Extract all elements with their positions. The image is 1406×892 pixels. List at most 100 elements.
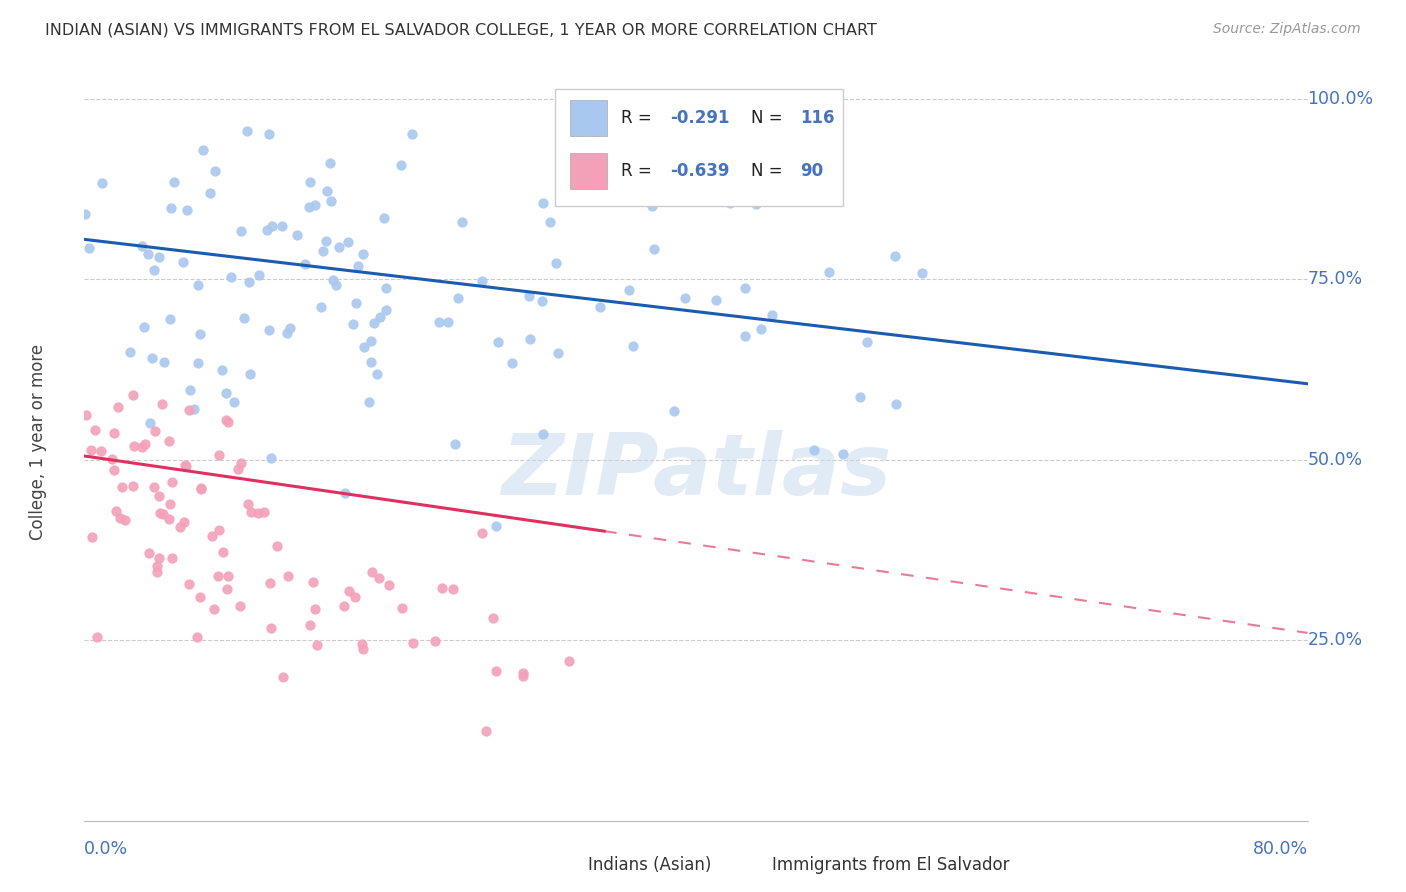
Text: R =: R =	[621, 161, 658, 180]
Point	[160, 551, 183, 566]
Point	[141, 351, 163, 365]
Point	[512, 666, 534, 681]
Point	[482, 611, 505, 625]
Point	[277, 569, 299, 583]
Point	[375, 281, 398, 295]
Point	[239, 505, 262, 519]
Point	[357, 394, 380, 409]
Point	[145, 558, 167, 573]
Point	[441, 582, 464, 596]
Point	[188, 326, 211, 341]
Point	[174, 458, 197, 472]
Point	[344, 590, 367, 604]
Point	[734, 280, 756, 294]
Point	[239, 368, 262, 382]
Text: 25.0%: 25.0%	[1308, 632, 1362, 649]
Point	[191, 143, 214, 157]
Point	[402, 636, 425, 650]
Point	[531, 294, 554, 309]
Point	[186, 630, 208, 644]
Point	[333, 599, 356, 613]
Text: ZIPatlas: ZIPatlas	[501, 430, 891, 514]
Point	[664, 404, 686, 418]
Point	[131, 239, 153, 253]
Point	[217, 415, 239, 429]
Point	[253, 505, 276, 519]
Text: 80.0%: 80.0%	[1253, 839, 1308, 857]
Bar	[569, 100, 606, 136]
Point	[121, 478, 143, 492]
Point	[643, 243, 665, 257]
Point	[179, 383, 201, 397]
Point	[122, 388, 145, 402]
Point	[131, 440, 153, 454]
Point	[190, 483, 212, 497]
Bar	[550, 854, 579, 876]
Text: Indians (Asian): Indians (Asian)	[588, 855, 711, 873]
Text: R =: R =	[621, 109, 658, 127]
Point	[368, 310, 391, 324]
Point	[501, 356, 523, 370]
Point	[557, 654, 579, 668]
Point	[247, 268, 270, 282]
Point	[229, 457, 252, 471]
Point	[391, 601, 413, 615]
Point	[103, 425, 125, 440]
Point	[531, 195, 554, 210]
Point	[718, 195, 741, 210]
Point	[344, 295, 367, 310]
Point	[152, 507, 174, 521]
Point	[229, 599, 252, 613]
Point	[517, 289, 540, 303]
Point	[761, 308, 783, 322]
Point	[484, 664, 506, 678]
Point	[436, 315, 458, 329]
Point	[621, 338, 644, 352]
Point	[215, 385, 238, 400]
Bar	[733, 854, 763, 876]
Point	[342, 318, 364, 332]
Text: Immigrants from El Salvador: Immigrants from El Salvador	[772, 855, 1010, 873]
Point	[307, 639, 329, 653]
Point	[138, 546, 160, 560]
Point	[143, 263, 166, 277]
Point	[734, 328, 756, 343]
Point	[368, 571, 391, 585]
Point	[215, 582, 238, 597]
Point	[86, 630, 108, 644]
Point	[217, 569, 239, 583]
Point	[304, 197, 326, 211]
Point	[82, 530, 104, 544]
Bar	[569, 153, 606, 189]
Point	[316, 184, 339, 198]
Point	[280, 321, 302, 335]
Point	[238, 276, 260, 290]
Point	[222, 395, 245, 409]
Point	[172, 255, 194, 269]
Point	[328, 240, 350, 254]
Point	[148, 250, 170, 264]
Point	[231, 224, 253, 238]
Point	[641, 199, 664, 213]
Point	[366, 367, 388, 381]
Point	[111, 480, 134, 494]
Point	[360, 355, 382, 369]
Point	[190, 481, 212, 495]
Point	[259, 576, 281, 591]
Point	[177, 403, 200, 417]
Point	[336, 235, 359, 250]
Text: College, 1 year or more: College, 1 year or more	[30, 343, 46, 540]
Point	[146, 565, 169, 579]
Text: N =: N =	[751, 109, 787, 127]
Point	[298, 200, 321, 214]
Point	[160, 201, 183, 215]
Point	[90, 444, 112, 458]
Point	[271, 219, 294, 234]
Point	[856, 335, 879, 350]
Point	[512, 669, 534, 683]
Point	[148, 551, 170, 566]
Point	[319, 155, 342, 169]
Text: N =: N =	[751, 161, 787, 180]
Point	[617, 283, 640, 297]
Point	[298, 618, 321, 632]
